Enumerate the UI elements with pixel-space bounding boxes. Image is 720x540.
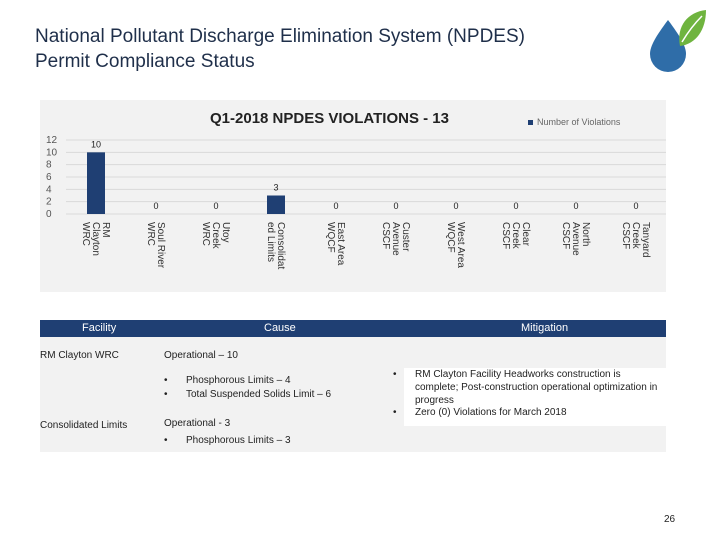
category-label: TanyardCreekCSCF [620,222,651,258]
category-label: UtoyCreekWRC [200,222,231,250]
page-number: 26 [664,514,676,525]
y-tick-label: 10 [46,147,58,158]
mitigation-panel: RM Clayton Facility Headworks constructi… [393,368,666,426]
category-label: ClearCreekCSCF [500,222,531,250]
category-label: Soul RiverWRC [145,222,166,269]
y-tick-label: 6 [46,172,52,183]
data-label: 0 [633,201,638,211]
facility-cell: RM Clayton WRC [40,350,119,361]
table-header: Facility Cause Mitigation [40,320,666,337]
logo-drop [650,20,686,72]
y-tick-label: 4 [46,184,52,195]
category-label: Consolidated Limits [265,222,286,269]
data-label: 0 [453,201,458,211]
data-label: 0 [513,201,518,211]
mitigation-item: Zero (0) Violations for March 2018 [393,407,566,418]
data-label: 0 [213,201,218,211]
y-tick-label: 12 [46,135,58,146]
cause-item: Phosphorous Limits – 3 [164,435,290,446]
category-label: RMClaytonWRC [80,222,111,256]
cause-heading: Operational – 10 [164,350,238,361]
cause-item: Total Suspended Solids Limit – 6 [164,389,331,400]
legend-swatch [528,119,533,125]
cause-item: Phosphorous Limits – 4 [164,375,290,386]
company-logo [650,10,706,72]
category-label: CusterAvenueCSCF [380,222,411,256]
mitigation-item: RM Clayton Facility Headworks constructi… [393,368,665,407]
data-label: 0 [153,201,158,211]
y-tick-label: 0 [46,209,52,220]
category-label: East AreaWQCF [325,222,346,266]
y-tick-label: 2 [46,197,52,208]
category-label: NorthAvenueCSCF [560,222,591,256]
data-label: 0 [393,201,398,211]
slide-title: National Pollutant Discharge Elimination… [35,26,525,72]
data-label: 0 [573,201,578,211]
table-body: RM Clayton WRC Operational – 10 Phosphor… [40,337,666,452]
data-label: 0 [333,201,338,211]
header-mitigation: Mitigation [521,322,569,334]
header-cause: Cause [264,322,296,334]
y-tick-label: 8 [46,160,52,171]
header-facility: Facility [82,322,117,334]
bar [267,195,285,214]
bar [87,152,105,214]
data-label: 3 [273,183,278,193]
violations-chart: 12 10 8 6 4 2 0 10 RMClaytonWRC 0 Soul RiverWRC 0 Ut… [40,100,666,292]
cause-heading: Operational - 3 [164,418,231,429]
chart-legend: Number of Violations [528,117,620,127]
facility-cell: Consolidated Limits [40,420,128,431]
category-label: West AreaWQCF [445,222,466,268]
chart-title: Q1-2018 NPDES VIOLATIONS - 13 [210,110,449,127]
data-label: 10 [91,139,101,149]
legend-label: Number of Violations [537,117,621,127]
